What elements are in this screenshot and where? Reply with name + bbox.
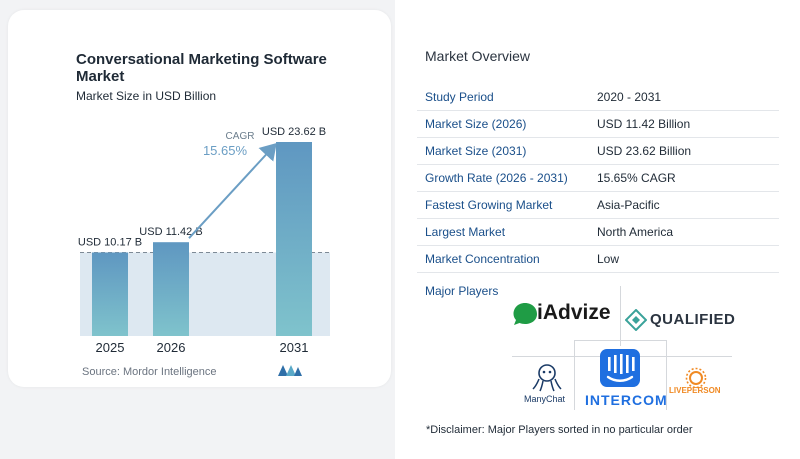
tick-label-2026: 2026 (157, 340, 186, 355)
tick-label-2031: 2031 (280, 340, 309, 355)
data-label-2031: USD 23.62 B (262, 126, 326, 138)
bar-chart: USD 10.17 B 2025 USD 11.42 B 2026 USD 23.62 … (78, 126, 330, 355)
iadvize-logo: iAdvize (537, 301, 611, 324)
overview-key: Market Size (2026) (425, 117, 527, 131)
tick-label-2025: 2025 (96, 340, 125, 355)
overview-key: Study Period (425, 90, 494, 104)
overview-key: Growth Rate (2026 - 2031) (425, 171, 568, 185)
disclaimer: *Disclaimer: Major Players sorted in no … (426, 424, 693, 436)
source-value: Mordor Intelligence (122, 366, 217, 378)
overview-row: Growth Rate (2026 - 2031) 15.65% CAGR (417, 165, 779, 192)
manychat-icon (532, 364, 562, 392)
overview-title: Market Overview (425, 48, 531, 64)
source-label: Source: (82, 366, 120, 378)
overview-row: Largest Market North America (417, 219, 779, 246)
overview-row: Fastest Growing Market Asia-Pacific (417, 192, 779, 219)
overview-row: Market Size (2031) USD 23.62 Billion (417, 138, 779, 165)
players-title: Major Players (425, 284, 499, 298)
cagr-value: 15.65% (203, 143, 248, 158)
overview-value: USD 11.42 Billion (597, 117, 691, 131)
overview-value: USD 23.62 Billion (597, 144, 692, 158)
chart-title: Conversational Marketing Software Market (76, 51, 327, 85)
mordor-logo-icon (278, 365, 302, 376)
manychat-logo: ManyChat (524, 394, 566, 404)
liveperson-icon (685, 367, 707, 389)
intercom-logo: INTERCOM (585, 392, 668, 408)
overview-value: 15.65% CAGR (597, 171, 676, 185)
overview-value: North America (597, 225, 674, 239)
data-label-2025: USD 10.17 B (78, 236, 142, 248)
cagr-arrow (188, 143, 277, 239)
overview-row: Market Size (2026) USD 11.42 Billion (417, 111, 779, 138)
grid-divider (574, 340, 666, 341)
overview-panel (395, 0, 800, 459)
overview-key: Fastest Growing Market (425, 198, 553, 212)
bar-2026 (153, 242, 189, 336)
data-label-2026: USD 11.42 B (139, 226, 202, 238)
bar-2031 (276, 142, 312, 336)
grid-divider (620, 286, 621, 346)
overview-table: Study Period 2020 - 2031 Market Size (2026… (417, 84, 779, 273)
overview-value: Low (597, 252, 620, 266)
liveperson-logo: LIVEPERSON (669, 386, 721, 395)
overview-value: 2020 - 2031 (597, 90, 662, 104)
overview-row: Study Period 2020 - 2031 (417, 84, 779, 111)
overview-key: Market Concentration (425, 252, 540, 266)
qualified-logo: QUALIFIED (650, 311, 736, 328)
grid-divider (574, 340, 575, 410)
overview-key: Largest Market (425, 225, 506, 239)
overview-row: Market Concentration Low (417, 246, 779, 273)
source-note: Source: Mordor Intelligence (82, 366, 217, 378)
bar-2025 (92, 252, 128, 336)
overview-value: Asia-Pacific (597, 198, 660, 212)
cagr-label: CAGR (226, 131, 255, 142)
intercom-icon (600, 349, 640, 387)
qualified-icon (625, 309, 647, 331)
chart-subtitle: Market Size in USD Billion (76, 89, 217, 103)
overview-key: Market Size (2031) (425, 144, 527, 158)
grid-divider (666, 340, 667, 410)
iadvize-chat-icon (513, 303, 537, 325)
